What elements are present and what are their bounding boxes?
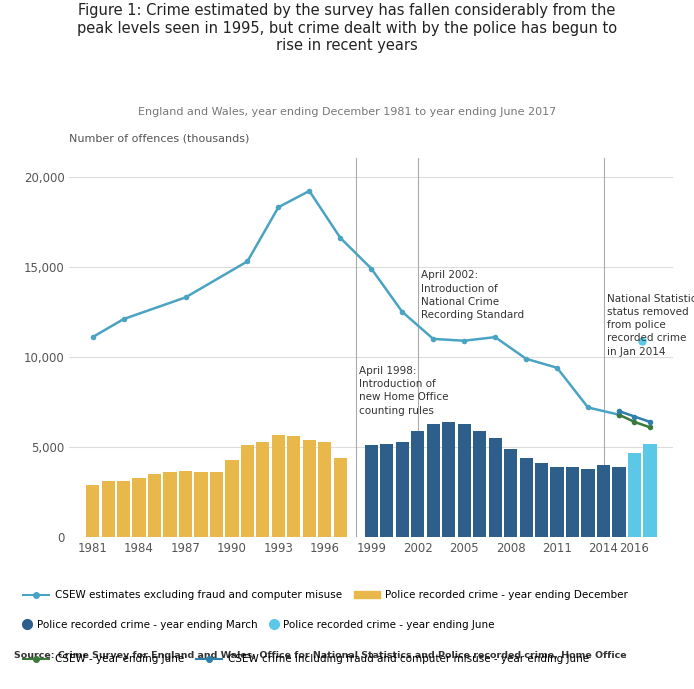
Bar (396, 442, 409, 537)
Legend: CSEW estimates excluding fraud and computer misuse, Police recorded crime - year: CSEW estimates excluding fraud and compu… (19, 586, 632, 604)
Bar (520, 458, 533, 537)
Bar (86, 485, 99, 537)
Bar (241, 445, 254, 537)
Bar (287, 436, 301, 537)
Bar (117, 482, 130, 537)
Bar (457, 424, 471, 537)
Bar (194, 473, 208, 537)
Bar (334, 458, 347, 537)
Bar (210, 473, 223, 537)
Bar (628, 453, 641, 537)
Bar (226, 460, 239, 537)
Bar (582, 469, 595, 537)
Bar (612, 467, 625, 537)
Text: Figure 1: Crime estimated by the survey has fallen considerably from the
peak le: Figure 1: Crime estimated by the survey … (77, 3, 617, 53)
Legend: Police recorded crime - year ending March, Police recorded crime - year ending J: Police recorded crime - year ending Marc… (19, 616, 499, 634)
Legend: CSEW - year ending June, CSEW crime including fraud and computer misuse - year e: CSEW - year ending June, CSEW crime incl… (19, 650, 593, 668)
Bar (504, 449, 517, 537)
Bar (380, 444, 393, 537)
Bar (473, 431, 486, 537)
Bar (535, 464, 548, 537)
Bar (411, 431, 424, 537)
Bar (566, 467, 579, 537)
Text: April 2002:
Introduction of
National Crime
Recording Standard: April 2002: Introduction of National Cri… (421, 270, 524, 320)
Text: April 1998:
Introduction of
new Home Office
counting rules: April 1998: Introduction of new Home Off… (359, 366, 448, 415)
Bar (164, 473, 176, 537)
Bar (303, 440, 316, 537)
Bar (319, 442, 332, 537)
Text: Number of offences (thousands): Number of offences (thousands) (69, 133, 250, 143)
Bar (148, 474, 161, 537)
Bar (643, 444, 657, 537)
Bar (133, 478, 146, 537)
Text: Source: Crime Survey for England and Wales, Office for National Statistics and P: Source: Crime Survey for England and Wal… (14, 651, 627, 660)
Bar (597, 465, 610, 537)
Text: England and Wales, year ending December 1981 to year ending June 2017: England and Wales, year ending December … (138, 107, 556, 117)
Bar (256, 442, 269, 537)
Bar (179, 471, 192, 537)
Bar (550, 467, 564, 537)
Bar (101, 482, 115, 537)
Text: National Statistics
status removed
from police
recorded crime
in Jan 2014: National Statistics status removed from … (607, 294, 694, 357)
Bar (272, 435, 285, 537)
Bar (489, 438, 502, 537)
Bar (365, 445, 378, 537)
Bar (442, 422, 455, 537)
Bar (427, 424, 440, 537)
